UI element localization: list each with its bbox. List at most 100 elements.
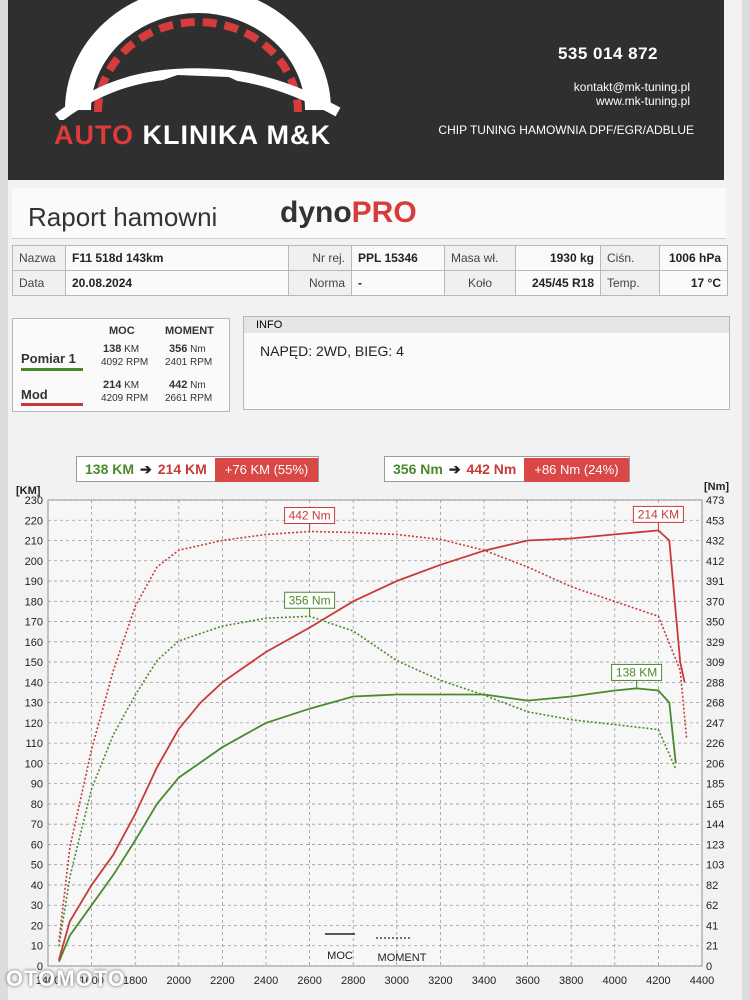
y-tick-right: 350: [706, 617, 724, 629]
report-title-box: Raport hamowni dynoPRO: [12, 188, 726, 239]
info-box: INFO NAPĘD: 2WD, BIEG: 4: [243, 316, 730, 410]
x-tick: 4200: [646, 975, 670, 987]
vehicle-meta-table: Nazwa F11 518d 143km Nr rej. PPL 15346 M…: [12, 245, 728, 296]
peak-label: 138 KM: [616, 665, 657, 679]
y-tick-left: 60: [31, 839, 43, 851]
y-tick-right: 453: [706, 515, 724, 527]
y-tick-left: 190: [25, 576, 43, 588]
dyno-chart: 0 10 20 30 40 50 60 70 80 90 100 110 120 130 140 150 160…: [16, 481, 729, 987]
y-tick-right: 103: [706, 860, 724, 872]
header-banner: AUTO KLINIKA M&K 535 014 872 kontakt@mk-…: [8, 0, 724, 180]
wheel-label: Koło: [444, 270, 516, 296]
x-tick: 2600: [297, 975, 321, 987]
summary-mod-torque: 442 Nm: [169, 379, 206, 391]
x-tick: 2400: [254, 975, 278, 987]
peak-label-box: [632, 505, 684, 523]
y-tick-right: 41: [706, 920, 718, 932]
x-tick: 3200: [428, 975, 452, 987]
series-line-torque: [58, 530, 688, 942]
info-text: NAPĘD: 2WD, BIEG: 4: [260, 343, 404, 359]
logo-gear-car-icon: [54, 0, 341, 120]
y-tick-right: 62: [706, 900, 718, 912]
y-tick-left: 100: [25, 758, 43, 770]
norm-label: Norma: [288, 270, 352, 296]
series-line-torque: [58, 615, 677, 947]
y-tick-right: 288: [706, 677, 724, 689]
summary-torque-header: MOMENT: [165, 325, 214, 337]
y-tick-right: 473: [706, 495, 724, 507]
y-tick-left: 160: [25, 637, 43, 649]
report-title: Raport hamowni: [28, 202, 218, 232]
y-tick-right: 391: [706, 576, 724, 588]
mod-torque-unit: Nm: [190, 380, 206, 391]
y-tick-left: 0: [37, 961, 43, 973]
y-tick-left: 110: [25, 738, 43, 750]
summary-box: MOC MOMENT Pomiar 1 138 KM 4092 RPM 356 …: [12, 318, 230, 412]
y-tick-left: 30: [31, 900, 43, 912]
x-tick: 3800: [559, 975, 583, 987]
y-tick-right: 144: [706, 819, 724, 831]
services-line: CHIP TUNING HAMOWNIA DPF/EGR/ADBLUE: [438, 123, 694, 137]
x-tick: 1800: [123, 975, 147, 987]
y-tick-left: 200: [25, 556, 43, 568]
y-tick-left: 150: [25, 657, 43, 669]
brand-prefix: AUTO: [54, 120, 135, 150]
torque-delta: +86 Nm (24%): [524, 458, 629, 482]
x-tick: 3400: [472, 975, 496, 987]
arrow-right-icon: ➔: [140, 461, 152, 477]
norm-value: -: [351, 270, 445, 296]
peak-label: 214 KM: [638, 507, 679, 521]
peak-label: 356 Nm: [289, 593, 331, 607]
y-tick-right: 268: [706, 698, 724, 710]
y-tick-left: 90: [31, 779, 43, 791]
mod-power-value: 214: [103, 379, 122, 391]
brand-rest: KLINIKA M&K: [142, 120, 332, 150]
peak-label-box: [284, 507, 336, 525]
y-tick-left: 10: [31, 941, 43, 953]
y-tick-left: 40: [31, 880, 43, 892]
y-tick-left: 130: [25, 698, 43, 710]
baseline-torque-value: 356: [169, 343, 188, 355]
y-axis-label-left: [KM]: [16, 485, 41, 497]
y-tick-right: 185: [706, 779, 724, 791]
x-tick: 2200: [210, 975, 234, 987]
temp-label: Temp.: [600, 270, 660, 296]
x-tick: 4400: [690, 975, 714, 987]
baseline-power-value: 138: [103, 343, 122, 355]
name-value: F11 518d 143km: [65, 245, 289, 271]
watermark: OTOMOTO: [6, 966, 126, 991]
summary-baseline-torque-rpm: 2401 RPM: [165, 357, 213, 368]
y-tick-right: 412: [706, 556, 724, 568]
dyno-brand: dynoPRO: [280, 196, 417, 230]
y-tick-right: 226: [706, 738, 724, 750]
y-tick-left: 170: [25, 617, 43, 629]
mod-line-sample: [21, 403, 83, 406]
meta-row: Nazwa F11 518d 143km Nr rej. PPL 15346 M…: [12, 245, 728, 271]
summary-baseline-torque: 356 Nm: [169, 343, 206, 355]
reg-label: Nr rej.: [288, 245, 352, 271]
baseline-line-sample: [21, 368, 83, 371]
info-heading: INFO: [244, 317, 729, 333]
peak-label-box: [284, 591, 336, 609]
baseline-power-unit: KM: [124, 344, 140, 355]
y-tick-right: 247: [706, 718, 724, 730]
torque-gain-badge: 356 Nm ➔ 442 Nm +86 Nm (24%): [384, 456, 630, 482]
y-axis-label-right: [Nm]: [704, 481, 729, 493]
date-value: 20.08.2024: [65, 270, 289, 296]
arrow-right-icon: ➔: [448, 461, 461, 477]
y-tick-left: 80: [31, 799, 43, 811]
series-line-power: [58, 687, 677, 963]
y-tick-left: 70: [31, 819, 43, 831]
summary-power-header: MOC: [109, 325, 135, 337]
torque-before: 356 Nm: [393, 461, 443, 477]
power-delta: +76 KM (55%): [214, 458, 319, 482]
reg-value: PPL 15346: [351, 245, 445, 271]
y-tick-right: 123: [706, 839, 724, 851]
name-label: Nazwa: [12, 245, 66, 271]
y-tick-right: 21: [706, 941, 718, 953]
y-tick-right: 309: [706, 657, 724, 669]
power-after: 214 KM: [157, 461, 207, 477]
y-tick-left: 220: [25, 515, 43, 527]
y-tick-left: 210: [25, 536, 43, 548]
mod-torque-value: 442: [169, 379, 188, 391]
